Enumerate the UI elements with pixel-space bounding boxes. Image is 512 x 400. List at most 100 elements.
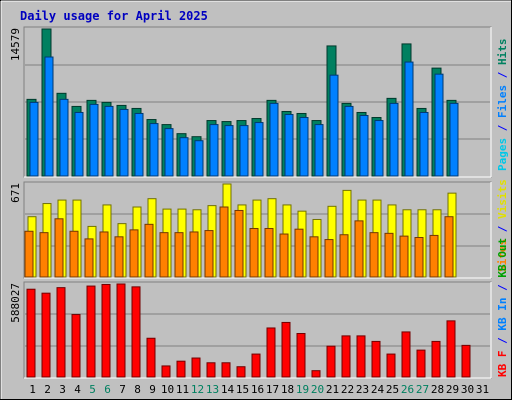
- files-bar-day-26: [404, 61, 414, 177]
- x-tick-label: 8: [134, 383, 141, 396]
- x-tick-label: 5: [89, 383, 96, 396]
- x-tick-label: 24: [371, 383, 385, 396]
- kb-f-bar-day-5: [86, 285, 96, 378]
- sites-bar-day-12: [189, 231, 199, 278]
- legend-kb-out: KB Out: [496, 238, 509, 278]
- kb-f-bar-day-22: [341, 335, 351, 378]
- x-tick-label: 11: [176, 383, 189, 396]
- x-tick-label: 31: [476, 383, 489, 396]
- x-tick-label: 2: [44, 383, 51, 396]
- legend-kb-in: KB In: [496, 298, 509, 331]
- files-bar-day-5: [89, 103, 99, 177]
- files-bar-day-21: [329, 74, 339, 177]
- x-tick-label: 27: [416, 383, 429, 396]
- files-bar-day-1: [29, 101, 39, 177]
- x-tick-label: 14: [221, 383, 235, 396]
- files-bar-day-4: [74, 111, 84, 177]
- legend-pages: Pages: [496, 138, 509, 171]
- legend-sep: /: [496, 118, 509, 138]
- top-panel-legend: Pages / Files / Hits: [496, 39, 509, 172]
- x-tick-label: 22: [341, 383, 354, 396]
- sites-bar-day-14: [219, 206, 229, 278]
- sites-bar-day-28: [429, 234, 439, 278]
- hits-files-pages-panel: [23, 26, 492, 178]
- x-tick-label: 10: [161, 383, 174, 396]
- sites-bar-day-2: [39, 232, 49, 278]
- sites-bar-day-27: [414, 236, 424, 278]
- sites-bar-day-21: [324, 239, 334, 278]
- files-bar-day-14: [224, 125, 234, 177]
- x-tick-label: 12: [191, 383, 204, 396]
- files-bar-day-20: [314, 124, 324, 177]
- x-tick-label: 9: [149, 383, 156, 396]
- sites-bar-day-22: [339, 234, 349, 278]
- kb-f-bar-day-3: [56, 287, 66, 378]
- legend-hits: Hits: [496, 39, 509, 66]
- kb-f-bar-day-19: [296, 333, 306, 378]
- sites-bar-day-20: [309, 236, 319, 278]
- kb-f-bar-day-1: [26, 288, 36, 378]
- x-axis-day-labels: 1 2 3 4 5 6 7 8 9 10 11 12 13 14 15 16 17 18 19 20 21 22 23 24 2…: [29, 383, 489, 396]
- x-tick-label: 15: [236, 383, 249, 396]
- kb-f-bar-day-9: [146, 337, 156, 378]
- kb-f-bar-day-8: [131, 286, 141, 378]
- files-bar-day-17: [269, 102, 279, 177]
- kb-f-bar-day-18: [281, 321, 291, 378]
- x-tick-label: 3: [59, 383, 66, 396]
- sites-bar-day-11: [174, 232, 184, 278]
- sites-bar-day-23: [354, 220, 364, 278]
- x-tick-label: 7: [119, 383, 126, 396]
- sites-bar-day-13: [204, 230, 214, 278]
- sites-bar-day-8: [129, 229, 139, 278]
- kb-f-bar-day-17: [266, 327, 276, 378]
- sites-bar-day-10: [159, 232, 169, 278]
- sites-bar-day-18: [279, 233, 289, 278]
- kb-f-bar-day-6: [101, 283, 111, 378]
- kb-f-bar-day-28: [431, 340, 441, 378]
- files-bar-day-13: [209, 124, 219, 177]
- files-bar-day-6: [104, 105, 114, 177]
- legend-sites: Sites: [496, 239, 509, 272]
- kb-f-bar-day-7: [116, 283, 126, 378]
- kb-f-bar-day-2: [41, 292, 51, 378]
- x-tick-label: 16: [251, 383, 264, 396]
- files-bar-day-18: [284, 113, 294, 177]
- kb-f-bar-day-10: [161, 365, 171, 378]
- files-bar-day-11: [179, 137, 189, 177]
- files-bar-day-15: [239, 125, 249, 177]
- kb-f-bar-day-11: [176, 360, 186, 378]
- legend-sep: /: [496, 219, 509, 239]
- legend-visits: Visits: [496, 179, 509, 219]
- sites-bar-day-6: [99, 231, 109, 278]
- x-tick-label: 23: [356, 383, 369, 396]
- kb-f-bar-day-16: [251, 353, 261, 378]
- kbytes-panel: [23, 281, 492, 379]
- files-bar-day-28: [434, 73, 444, 177]
- files-bar-day-12: [194, 140, 204, 177]
- kb-f-bar-day-30: [461, 344, 471, 378]
- sites-bar-day-17: [264, 227, 274, 278]
- visits-sites-panel: [23, 181, 492, 279]
- kb-f-bar-day-14: [221, 362, 231, 378]
- kb-f-bar-day-23: [356, 335, 366, 378]
- x-tick-label: 18: [281, 383, 294, 396]
- x-tick-label: 17: [266, 383, 279, 396]
- files-bar-day-29: [449, 102, 459, 177]
- legend-sep: /: [496, 65, 509, 85]
- kb-f-bar-day-25: [386, 353, 396, 378]
- sites-bar-day-1: [24, 230, 34, 278]
- sites-bar-day-19: [294, 228, 304, 278]
- kb-f-bar-day-15: [236, 366, 246, 378]
- bottom-panel-legend: KB F / KB In / KB Out: [496, 238, 509, 377]
- sites-bar-day-3: [54, 218, 64, 278]
- legend-kb-f: KB F: [496, 351, 509, 378]
- kb-f-bar-day-24: [371, 340, 381, 378]
- middle-panel-legend: Sites / Visits: [496, 179, 509, 272]
- files-bar-day-9: [149, 123, 159, 177]
- sites-bar-day-4: [69, 230, 79, 278]
- kb-f-bar-day-4: [71, 314, 81, 378]
- x-tick-label: 6: [104, 383, 111, 396]
- legend-sep: /: [496, 278, 509, 298]
